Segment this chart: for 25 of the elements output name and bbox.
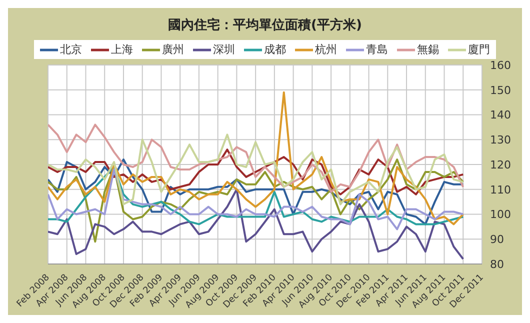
line-series	[48, 158, 464, 243]
chart-title: 國內住宅：平均單位面積(平方米)	[167, 16, 363, 35]
y-tick-label: 80	[490, 258, 504, 271]
legend-label: 上海	[110, 42, 133, 57]
line-series	[48, 188, 464, 260]
y-tick-label: 100	[490, 208, 511, 222]
y-tick-label: 140	[490, 108, 511, 122]
legend-label: 青島	[365, 42, 388, 57]
legend-label: 成都	[263, 42, 286, 57]
y-tick-label: 120	[490, 158, 511, 172]
y-tick-label: 90	[490, 233, 504, 246]
line-series	[48, 91, 464, 226]
legend-label: 深圳	[212, 42, 235, 57]
line-series	[48, 124, 464, 193]
y-tick-label: 160	[490, 58, 511, 72]
line-series	[48, 148, 464, 196]
legend-label: 北京	[59, 42, 82, 57]
y-tick-label: 150	[490, 84, 511, 97]
line-series	[48, 134, 464, 206]
y-tick-label: 130	[490, 134, 511, 147]
legend-label: 廈門	[467, 42, 490, 57]
y-tick-label: 110	[490, 183, 511, 196]
legend-label: 無錫	[416, 42, 439, 57]
legend-label: 杭州	[314, 42, 337, 57]
legend-label: 廣州	[161, 42, 184, 57]
